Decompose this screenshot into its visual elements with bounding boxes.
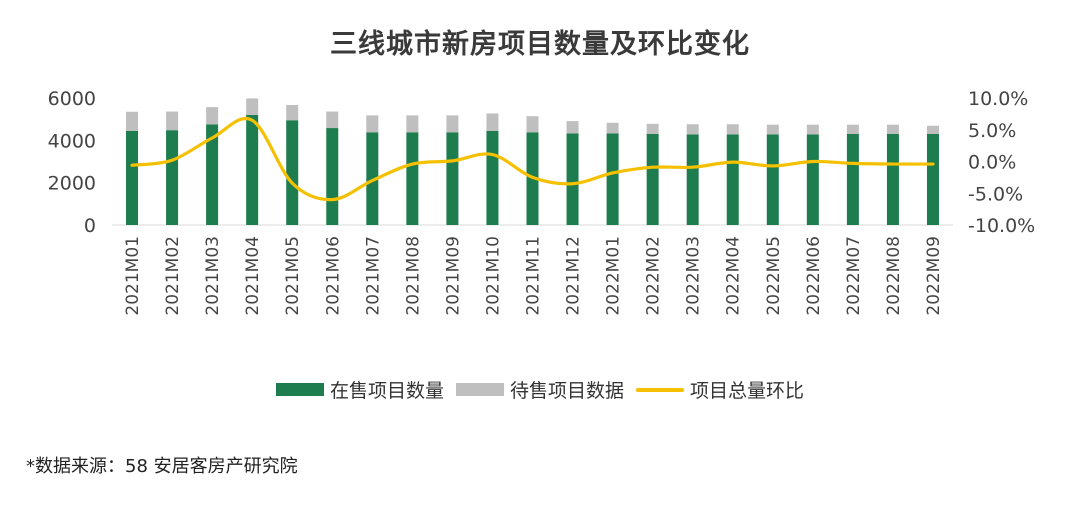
bar-pending: [446, 115, 459, 133]
legend-label-onsale: 在售项目数量: [329, 380, 444, 402]
bar-onsale: [406, 132, 419, 225]
bar-pending: [846, 124, 859, 134]
bar-pending: [766, 124, 779, 135]
bar-onsale: [326, 128, 339, 225]
bar-pending: [166, 111, 179, 131]
bar-onsale: [206, 124, 219, 225]
x-tick-label: 2021M09: [443, 236, 463, 316]
x-tick-label: 2022M04: [724, 236, 744, 316]
legend-item-pending[interactable]: 待售项目数据: [455, 376, 624, 403]
bar-pending: [206, 107, 219, 125]
y-left-tick-label: 6000: [48, 88, 96, 110]
bar-onsale: [646, 133, 659, 225]
x-tick-label: 2021M05: [283, 236, 303, 316]
x-tick-label: 2021M10: [483, 236, 503, 316]
bar-pending: [326, 111, 339, 129]
bar-onsale: [726, 134, 739, 225]
x-tick-label: 2022M02: [644, 236, 664, 316]
x-tick-label: 2022M03: [684, 236, 704, 316]
y-right-tick-label: 5.0%: [968, 120, 1016, 142]
x-tick-label: 2021M11: [524, 236, 544, 316]
x-tick-label: 2022M09: [924, 236, 944, 316]
y-left-tick-label: 4000: [48, 130, 96, 152]
x-tick-label: 2021M01: [123, 236, 143, 316]
bar-pending: [926, 125, 939, 134]
bar-onsale: [446, 132, 459, 225]
x-tick-label: 2022M08: [884, 236, 904, 316]
x-tick-label: 2021M08: [403, 236, 423, 316]
bar-onsale: [766, 134, 779, 225]
bar-pending: [526, 116, 539, 133]
legend-swatch-mom: [636, 387, 684, 392]
y-right-tick-label: -10.0%: [968, 215, 1035, 237]
chart-area: 6000 4000 2000 0 10.0% 5.0% 0.0% -5.0% -10.0% 202…: [48, 88, 1036, 316]
x-tick-label: 2021M03: [203, 236, 223, 316]
bar-onsale: [926, 133, 939, 225]
x-tick-label: 2021M06: [323, 236, 343, 316]
bar-onsale: [566, 133, 579, 225]
bar-pending: [686, 124, 699, 135]
x-tick-label: 2021M12: [564, 236, 584, 316]
bar-pending: [606, 122, 619, 134]
bar-onsale: [126, 130, 139, 225]
x-tick-label: 2022M01: [604, 236, 624, 316]
series-line-mom: [130, 116, 935, 202]
y-right-tick-label: 0.0%: [968, 152, 1016, 174]
legend: 在售项目数量 待售项目数据 项目总量环比: [0, 376, 1080, 403]
y-left-tick-label: 0: [84, 215, 96, 237]
x-tick-label: 2021M07: [363, 236, 383, 316]
legend-label-pending: 待售项目数据: [509, 380, 624, 402]
bar-pending: [126, 111, 139, 131]
legend-item-onsale[interactable]: 在售项目数量: [275, 376, 444, 403]
x-tick-label: 2021M04: [243, 236, 263, 316]
y-right-tick-label: -5.0%: [968, 183, 1023, 205]
bar-onsale: [606, 133, 619, 225]
source-note: *数据来源：58 安居客房产研究院: [26, 456, 298, 477]
bar-onsale: [286, 120, 299, 225]
bar-pending: [286, 104, 299, 121]
bar-onsale: [686, 134, 699, 225]
x-tick-label: 2021M02: [163, 236, 183, 316]
x-tick-label: 2022M05: [764, 236, 784, 316]
bar-pending: [726, 124, 739, 135]
bar-pending: [366, 115, 379, 133]
bar-pending: [566, 121, 579, 134]
legend-item-mom[interactable]: 项目总量环比: [636, 376, 804, 403]
bar-onsale: [366, 132, 379, 225]
legend-swatch-pending: [455, 383, 504, 396]
chart-title: 三线城市新房项目数量及环比变化: [330, 29, 750, 60]
bar-onsale: [166, 130, 179, 225]
bar-pending: [886, 124, 899, 134]
y-right-tick-label: 10.0%: [968, 88, 1028, 110]
x-tick-label: 2022M07: [844, 236, 864, 316]
y-left-tick-label: 2000: [48, 173, 96, 195]
bar-pending: [406, 115, 419, 133]
bar-pending: [486, 113, 499, 131]
legend-label-mom: 项目总量环比: [690, 380, 805, 402]
bar-onsale: [486, 130, 499, 225]
bar-pending: [806, 124, 819, 135]
x-tick-label: 2022M06: [804, 236, 824, 316]
bar-pending: [246, 98, 259, 115]
bar-onsale: [246, 114, 259, 225]
bar-onsale: [846, 133, 859, 225]
bar-pending: [646, 123, 659, 134]
bar-onsale: [886, 133, 899, 225]
legend-swatch-onsale: [275, 383, 324, 396]
bar-onsale: [806, 134, 819, 225]
